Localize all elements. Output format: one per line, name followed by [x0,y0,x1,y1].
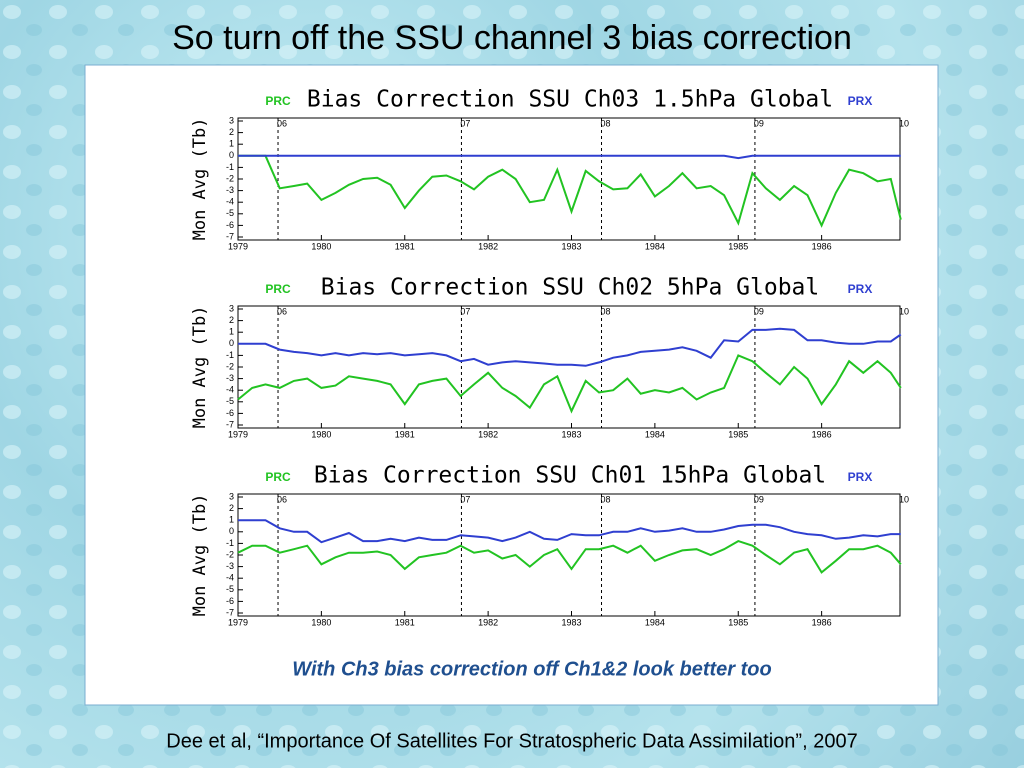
y-tick-label: -2 [226,173,234,183]
y-tick-label: 2 [229,127,234,137]
series-line [238,327,902,367]
y-tick-label: 0 [229,150,234,160]
x-tick-label: 1982 [478,617,498,627]
y-tick-label: 3 [229,491,234,501]
series-line [238,519,901,544]
x-tick-label: 1984 [645,429,665,439]
legend-label: PRX [848,470,873,484]
satellite-label: 07 [460,118,470,128]
y-tick-label: -2 [226,361,234,371]
satellite-label: 08 [601,118,611,128]
panel [84,64,939,706]
satellite-label: 10 [899,306,909,316]
x-tick-label: 1984 [645,617,665,627]
satellite-label: 09 [754,118,764,128]
y-tick-label: -6 [226,408,234,418]
series-line [237,354,902,414]
satellite-label: 09 [754,306,764,316]
y-tick-label: -2 [226,549,234,559]
x-tick-label: 1985 [728,429,748,439]
legend-label: PRC [265,282,291,296]
y-tick-label: 1 [229,515,234,525]
x-tick-label: 1979 [228,429,248,439]
y-tick-label: -6 [226,596,234,606]
legend-label: PRC [265,470,291,484]
x-tick-label: 1981 [395,617,415,627]
y-tick-label: 1 [229,139,234,149]
x-tick-label: 1985 [728,241,748,251]
y-axis-label: Mon Avg (Tb) [190,118,210,241]
x-tick-label: 1981 [395,429,415,439]
x-tick-label: 1979 [228,241,248,251]
chart-title: Bias Correction SSU Ch03 1.5hPa Global [307,87,833,113]
y-tick-label: -4 [226,573,234,583]
slide-title: So turn off the SSU channel 3 bias corre… [172,19,852,57]
satellite-label: 07 [460,494,470,504]
legend-label: PRX [848,282,873,296]
y-tick-label: -3 [226,373,234,383]
x-tick-label: 1982 [478,429,498,439]
x-tick-label: 1984 [645,241,665,251]
y-tick-label: -4 [226,385,234,395]
y-tick-label: 2 [229,315,234,325]
satellite-label: 06 [277,494,287,504]
satellite-label: 10 [899,118,909,128]
legend-label: PRX [848,94,873,108]
y-tick-label: -1 [226,350,234,360]
series-line [237,540,902,574]
series-line [238,154,902,228]
y-tick-label: -6 [226,220,234,230]
caption: With Ch3 bias correction off Ch1&2 look … [292,658,772,680]
x-tick-label: 1986 [812,617,832,627]
y-tick-label: 0 [229,526,234,536]
satellite-label: 08 [601,494,611,504]
x-tick-label: 1980 [311,429,331,439]
y-tick-label: -5 [226,584,234,594]
y-tick-label: -1 [226,538,234,548]
y-tick-label: -3 [226,561,234,571]
y-tick-label: -1 [226,162,234,172]
x-tick-label: 1980 [311,617,331,627]
y-tick-label: -5 [226,396,234,406]
y-tick-label: 3 [229,115,234,125]
legend-label: PRC [265,94,291,108]
y-axis-label: Mon Avg (Tb) [190,306,210,429]
satellite-label: 07 [460,306,470,316]
x-tick-label: 1985 [728,617,748,627]
y-tick-label: -5 [226,208,234,218]
chart-title: Bias Correction SSU Ch01 15hPa Global [314,463,826,489]
y-tick-label: -4 [226,197,234,207]
y-tick-label: -7 [226,607,234,617]
satellite-label: 08 [601,306,611,316]
satellite-label: 06 [277,306,287,316]
chart-title: Bias Correction SSU Ch02 5hPa Global [321,275,820,301]
x-tick-label: 1986 [812,241,832,251]
y-tick-label: -3 [226,185,234,195]
x-tick-label: 1983 [561,241,581,251]
y-tick-label: -7 [226,231,234,241]
citation: Dee et al, “Importance Of Satellites For… [166,730,857,752]
x-tick-label: 1983 [561,429,581,439]
y-axis-label: Mon Avg (Tb) [190,494,210,617]
satellite-label: 10 [899,494,909,504]
satellite-label: 06 [277,118,287,128]
satellite-label: 09 [754,494,764,504]
y-tick-label: 2 [229,503,234,513]
y-tick-label: -7 [226,419,234,429]
x-tick-label: 1983 [561,617,581,627]
x-tick-label: 1986 [812,429,832,439]
x-tick-label: 1982 [478,241,498,251]
x-tick-label: 1980 [311,241,331,251]
series-line [238,154,901,160]
x-tick-label: 1981 [395,241,415,251]
y-tick-label: 0 [229,338,234,348]
y-tick-label: 3 [229,303,234,313]
y-tick-label: 1 [229,327,234,337]
x-tick-label: 1979 [228,617,248,627]
